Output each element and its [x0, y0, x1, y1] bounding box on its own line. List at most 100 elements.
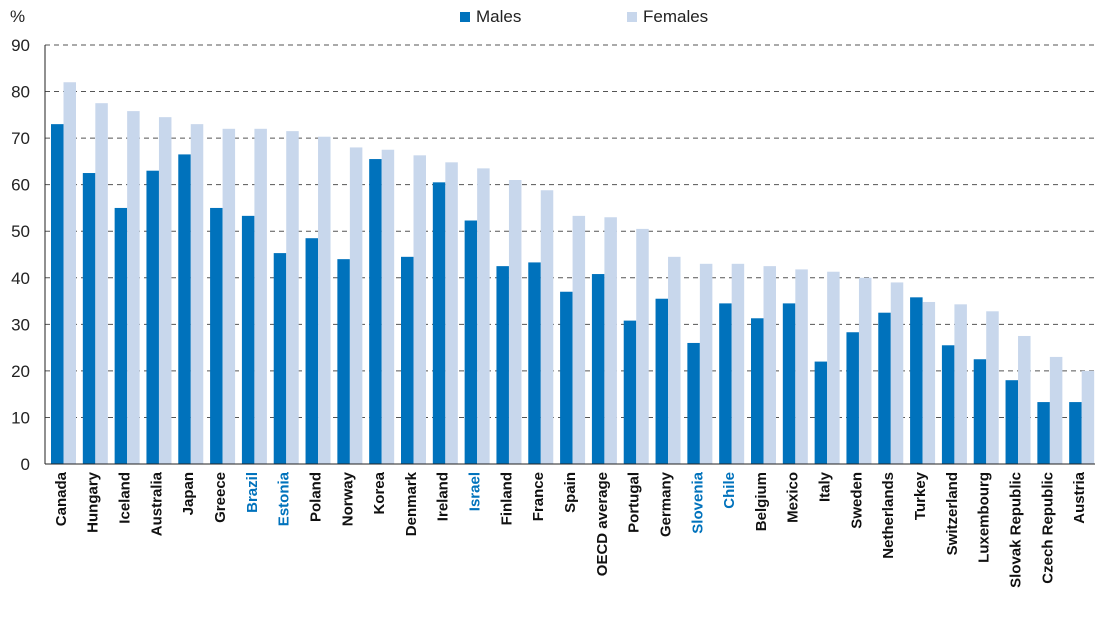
x-category-label: Korea [371, 471, 388, 514]
bar-females-hungary [95, 103, 108, 464]
bar-females-czech-republic [1049, 356, 1063, 464]
bar-females-turkey [922, 301, 936, 464]
bar-males-belgium [751, 318, 764, 464]
bar-females-norway [349, 147, 363, 464]
bar-females-luxembourg [986, 311, 999, 464]
x-category-label: Ireland [435, 472, 452, 521]
x-category-label: Greece [212, 472, 229, 523]
x-category-label: Hungary [85, 471, 102, 533]
bar-females-korea [381, 149, 395, 464]
bar-males-finland [496, 266, 509, 464]
y-tick-label: 90 [11, 36, 30, 55]
x-category-label: Chile [721, 472, 738, 509]
bar-males-brazil [241, 215, 255, 464]
x-category-label: Spain [562, 472, 579, 513]
x-category-label: Portugal [626, 472, 643, 533]
bar-females-italy [827, 271, 840, 464]
bar-females-canada [63, 82, 76, 464]
y-tick-label: 40 [11, 269, 30, 288]
bar-females-chile [731, 263, 745, 464]
bar-males-norway [337, 259, 350, 464]
bar-males-mexico [782, 303, 796, 464]
bar-females-israel [477, 168, 490, 464]
bar-males-spain [560, 291, 573, 464]
x-category-label: Brazil [244, 472, 261, 513]
bar-males-poland [305, 238, 319, 464]
bar-males-switzerland [941, 345, 955, 464]
bar-males-korea [369, 159, 382, 465]
bar-females-netherlands [890, 282, 904, 464]
bar-females-france [540, 190, 554, 464]
bar-males-slovak-republic [1005, 380, 1019, 464]
bar-males-germany [655, 298, 669, 464]
bar-females-finland [508, 180, 522, 464]
y-tick-label: 50 [11, 222, 30, 241]
y-axis-unit-label: % [10, 7, 25, 26]
bar-females-greece [222, 128, 236, 465]
x-category-label: Japan [180, 472, 197, 515]
bar-males-slovenia [687, 342, 700, 464]
bar-females-ireland [445, 162, 458, 464]
bar-males-estonia [273, 253, 287, 464]
bar-males-greece [210, 207, 223, 464]
legend: Males Females [460, 7, 708, 26]
x-category-label: Belgium [753, 472, 770, 531]
bar-males-israel [464, 220, 478, 464]
x-category-label: Slovenia [689, 471, 706, 533]
bar-females-switzerland [954, 304, 967, 464]
bar-females-brazil [254, 128, 267, 465]
x-category-label: Israel [467, 472, 484, 511]
bar-females-estonia [286, 131, 299, 464]
bar-males-luxembourg [973, 359, 987, 464]
bar-males-australia [146, 170, 159, 464]
bar-males-oecd-average [591, 274, 605, 464]
bar-males-netherlands [878, 312, 891, 464]
bar-males-turkey [910, 297, 923, 464]
bar-males-denmark [401, 256, 414, 464]
x-category-label: Canada [53, 471, 70, 526]
legend-label-males: Males [476, 7, 521, 26]
bar-females-germany [668, 256, 681, 464]
bar-females-slovak-republic [1018, 335, 1031, 464]
y-tick-label: 20 [11, 362, 30, 381]
x-category-label: Sweden [848, 472, 865, 529]
bar-males-portugal [623, 320, 637, 464]
bar-males-iceland [114, 207, 128, 464]
bar-males-japan [178, 154, 191, 464]
x-axis-labels: Canada Hungary Iceland Australia Japan Greece… [53, 471, 1088, 588]
x-category-label: Italy [817, 471, 834, 502]
bar-males-ireland [432, 182, 446, 465]
x-category-label: France [530, 472, 547, 521]
legend-label-females: Females [643, 7, 708, 26]
y-tick-label: 0 [21, 455, 30, 474]
bar-females-spain [572, 215, 586, 464]
x-category-label: Denmark [403, 471, 420, 536]
x-category-label: Czech Republic [1039, 472, 1056, 584]
y-axis-ticks: 0 10 20 30 40 50 60 70 80 90 [11, 36, 30, 474]
x-category-label: Turkey [912, 471, 929, 520]
x-category-label: Germany [657, 471, 674, 537]
bar-females-sweden [858, 277, 872, 464]
bar-males-chile [719, 303, 732, 464]
x-category-label: Slovak Republic [1007, 472, 1024, 588]
legend-swatch-females [627, 12, 637, 22]
bar-females-denmark [413, 155, 426, 464]
x-category-label: Mexico [785, 472, 802, 523]
x-category-label: Australia [148, 471, 165, 536]
x-category-label: Austria [1071, 471, 1088, 523]
bar-males-czech-republic [1037, 402, 1050, 464]
bar-females-iceland [127, 111, 140, 464]
y-tick-label: 10 [11, 408, 30, 427]
x-category-label: Luxembourg [976, 472, 993, 563]
bar-females-portugal [636, 228, 649, 464]
bar-females-slovenia [699, 263, 713, 464]
x-category-label: Switzerland [944, 472, 961, 555]
bar-females-australia [158, 117, 172, 465]
bar-females-poland [318, 136, 331, 464]
y-tick-label: 30 [11, 315, 30, 334]
y-tick-label: 70 [11, 129, 30, 148]
y-tick-label: 80 [11, 83, 30, 102]
bar-males-hungary [82, 173, 96, 464]
x-category-label: Norway [339, 471, 356, 526]
